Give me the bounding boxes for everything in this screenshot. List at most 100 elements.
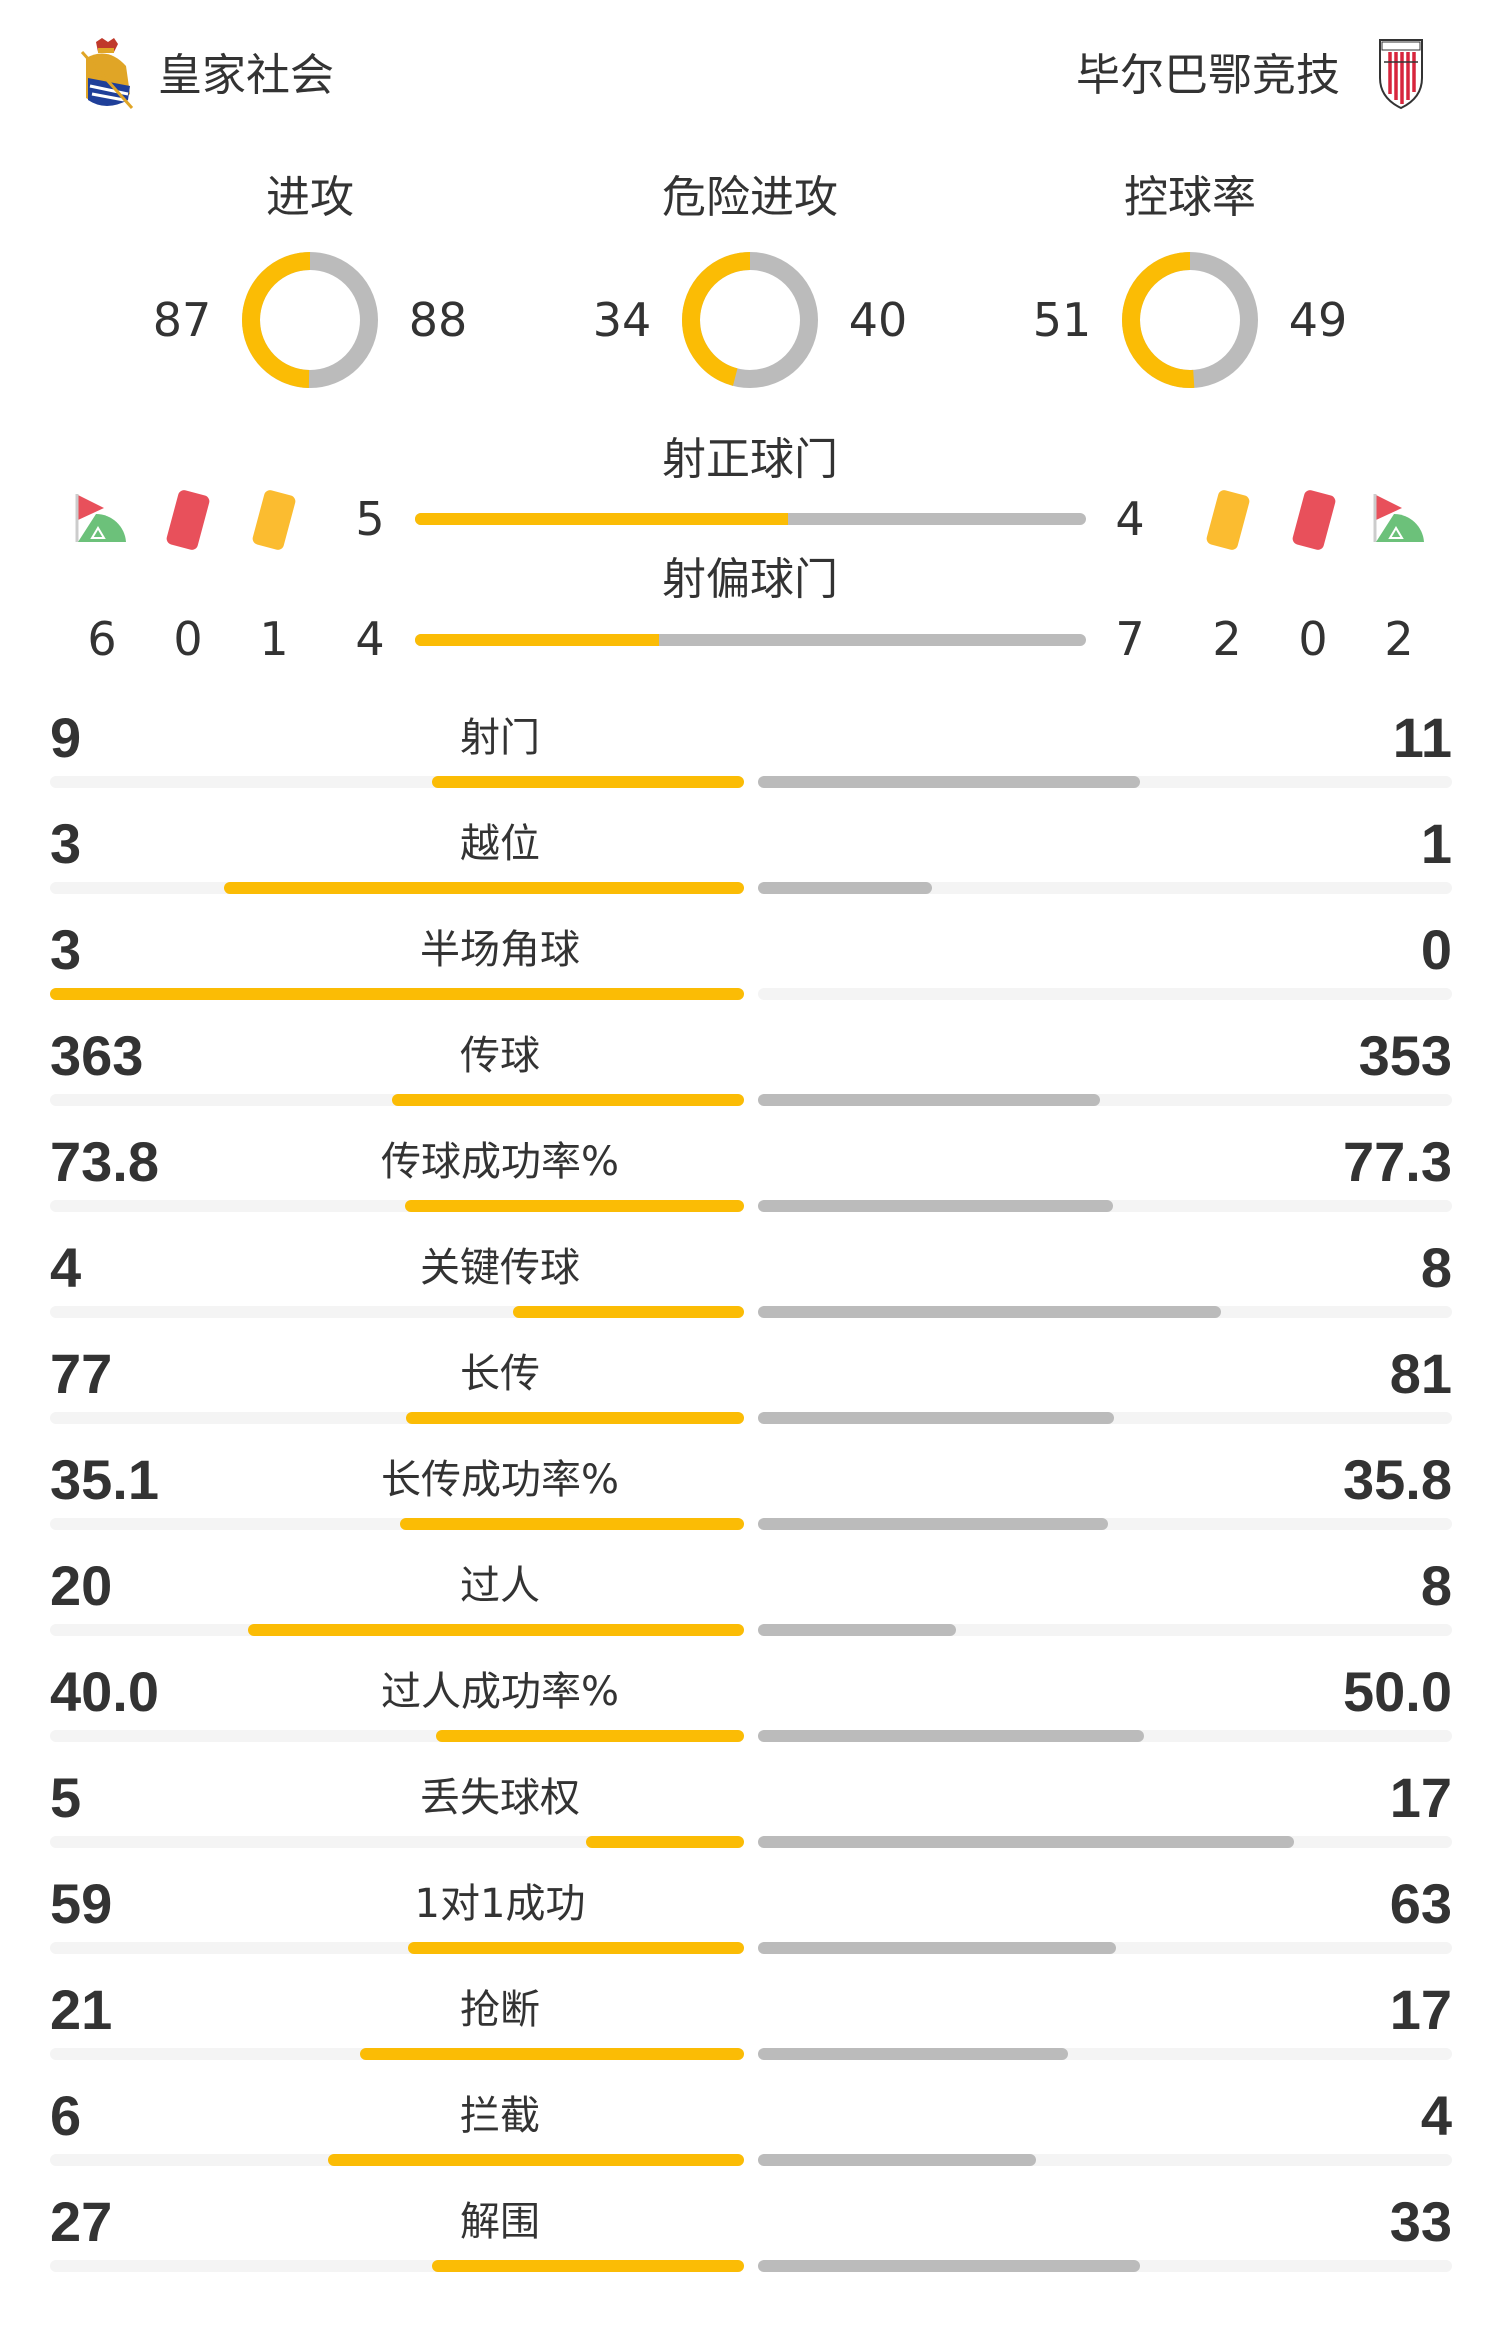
home-team-name: 皇家社会 (158, 50, 334, 101)
stat-home-value: 6 (50, 2084, 82, 2147)
stat-away-bar (758, 776, 1140, 788)
donut-home-value: 51 (1032, 293, 1092, 347)
stat-home-bar (400, 1518, 744, 1530)
stat-label: 半场角球 (420, 927, 580, 973)
stat-home-bar (431, 776, 744, 788)
stat-home-value: 20 (50, 1554, 113, 1617)
stat-away-value: 77.3 (1343, 1130, 1452, 1193)
stat-away-value: 17 (1389, 1766, 1452, 1829)
stat-away-track (758, 776, 1452, 788)
stat-away-value: 17 (1389, 1978, 1452, 2041)
donut-away-value: 49 (1288, 293, 1348, 347)
stat-away-bar (758, 1942, 1117, 1954)
stat-away-bar (758, 1200, 1114, 1212)
stat-home-value: 3 (50, 812, 82, 875)
stat-home-bar (512, 1306, 744, 1318)
donut-home-value: 34 (592, 293, 652, 347)
stat-away-track (758, 1412, 1452, 1424)
stat-row: 73.8 传球成功率% 77.3 (0, 1132, 1500, 1222)
shots-on-target-bar (415, 513, 1086, 525)
stat-home-bar (223, 882, 744, 894)
stat-home-track (50, 1518, 744, 1530)
stat-home-track (50, 2260, 744, 2272)
away-red-card-icon (1286, 488, 1342, 558)
donut-home-arc (242, 252, 378, 388)
real-sociedad-crest-icon (80, 38, 134, 109)
away-corner-flag-icon (1372, 492, 1426, 548)
stat-home-bar (405, 1200, 744, 1212)
stat-away-value: 63 (1389, 1872, 1452, 1935)
stat-row: 9 射门 11 (0, 708, 1500, 798)
stat-row: 20 过人 8 (0, 1556, 1500, 1646)
donut-chart (1122, 252, 1258, 388)
shots-off-target-home-fill (415, 634, 659, 646)
stat-row: 77 长传 81 (0, 1344, 1500, 1434)
stat-away-bar (758, 1094, 1101, 1106)
stat-away-bar (758, 1624, 957, 1636)
donut-chart (242, 252, 378, 388)
stat-home-bar (248, 1624, 744, 1636)
home-team-logo (78, 38, 136, 110)
stat-home-bar (408, 1942, 744, 1954)
stat-away-track (758, 1094, 1452, 1106)
stat-home-value: 35.1 (50, 1448, 159, 1511)
stat-home-track (50, 1730, 744, 1742)
donut-chart (682, 252, 818, 388)
shots-on-target-label: 射正球门 (662, 434, 838, 485)
stat-away-track (758, 1306, 1452, 1318)
home-red-cards: 0 (173, 612, 203, 666)
stat-label: 过人成功率% (380, 1669, 619, 1715)
away-yellow-cards: 2 (1212, 612, 1242, 666)
stat-row: 3 越位 1 (0, 814, 1500, 904)
stat-home-value: 59 (50, 1872, 113, 1935)
stat-label: 越位 (460, 821, 540, 867)
stat-away-track (758, 988, 1452, 1000)
stat-away-bar (758, 2048, 1069, 2060)
stat-home-value: 73.8 (50, 1130, 159, 1193)
stat-label: 拦截 (460, 2093, 540, 2139)
stat-away-value: 8 (1420, 1554, 1452, 1617)
away-corners: 2 (1384, 612, 1414, 666)
stat-away-value: 11 (1392, 706, 1452, 769)
shots-on-target-home-fill (415, 513, 788, 525)
stat-row: 59 1对1成功 63 (0, 1874, 1500, 1964)
stat-away-bar (758, 1306, 1221, 1318)
stat-home-value: 9 (50, 706, 82, 769)
stat-label: 射门 (460, 715, 540, 761)
stat-away-track (758, 2048, 1452, 2060)
donut-away-value: 40 (848, 293, 908, 347)
stat-away-value: 33 (1389, 2190, 1452, 2253)
shots-off-target-bar (415, 634, 1086, 646)
stat-row: 3 半场角球 0 (0, 920, 1500, 1010)
stat-row: 40.0 过人成功率% 50.0 (0, 1662, 1500, 1752)
stat-home-value: 21 (50, 1978, 113, 2041)
stat-label: 长传 (460, 1351, 540, 1397)
stat-row: 5 丢失球权 17 (0, 1768, 1500, 1858)
donut-title: 危险进攻 (662, 172, 838, 223)
donut-home-arc (682, 252, 818, 388)
stat-home-track (50, 988, 744, 1000)
stat-home-bar (405, 1412, 744, 1424)
stat-home-value: 5 (50, 1766, 82, 1829)
away-yellow-card-icon (1200, 488, 1256, 558)
stat-away-bar (758, 1836, 1295, 1848)
stat-away-track (758, 1518, 1452, 1530)
stat-home-bar (431, 2260, 744, 2272)
stat-home-track (50, 882, 744, 894)
stat-home-bar (50, 988, 744, 1000)
stat-row: 363 传球 353 (0, 1026, 1500, 1116)
stat-row: 35.1 长传成功率% 35.8 (0, 1450, 1500, 1540)
athletic-club-crest-icon (1379, 39, 1423, 110)
donut-away-value: 88 (408, 293, 468, 347)
stat-label: 抢断 (460, 1987, 540, 2033)
stat-away-track (758, 882, 1452, 894)
stat-label: 解围 (460, 2199, 540, 2245)
stat-home-value: 3 (50, 918, 82, 981)
home-red-card-icon (160, 488, 216, 558)
stat-away-value: 8 (1420, 1236, 1452, 1299)
stat-away-track (758, 2260, 1452, 2272)
stat-label: 丢失球权 (420, 1775, 580, 1821)
away-team-logo (1378, 38, 1424, 110)
stat-home-bar (360, 2048, 744, 2060)
stat-away-value: 81 (1389, 1342, 1452, 1405)
